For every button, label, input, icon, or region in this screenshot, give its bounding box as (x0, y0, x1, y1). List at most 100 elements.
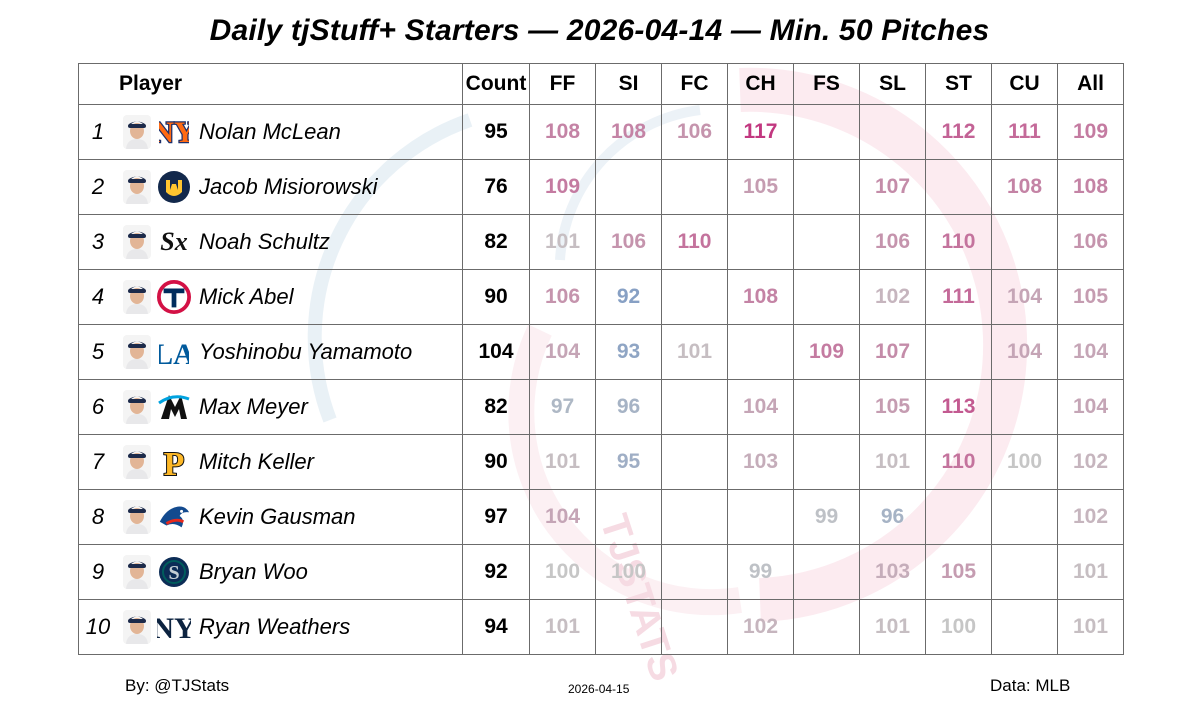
stuff-value-fs (793, 269, 860, 325)
svg-text:LA: LA (159, 338, 189, 370)
rank-number: 9 (91, 559, 105, 584)
footer-date: 2026-04-15 (568, 682, 630, 696)
stuff-value-fc (661, 159, 728, 215)
header-all: All (1057, 63, 1124, 105)
stuff-value-fc (661, 379, 728, 435)
stuff-value-fc (661, 599, 728, 655)
table-body: 1 NY Nolan McLean 95 108 108 106 117 112 111 109 2 J… (78, 104, 1124, 655)
player-cell: 4 Mick Abel (78, 269, 463, 325)
stuff-value-ff: 108 (529, 104, 596, 160)
stuff-value-cu (991, 489, 1058, 545)
pirates-logo: P (157, 443, 191, 481)
rank-number: 10 (85, 614, 111, 639)
player-name: Bryan Woo (199, 559, 308, 584)
yankees-logo: NY (157, 608, 191, 646)
player-name: Jacob Misiorowski (199, 174, 378, 199)
rank-number: 7 (91, 449, 105, 474)
stuff-value-cu (991, 544, 1058, 600)
stuff-value-all: 109 (1057, 104, 1124, 160)
stuff-value-ch (727, 324, 794, 380)
player-cell: 6 Max Meyer (78, 379, 463, 435)
header-ff: FF (529, 63, 596, 105)
pitch-count: 92 (462, 544, 530, 600)
stuff-value-cu: 100 (991, 434, 1058, 490)
player-cell: 5 LA Yoshinobu Yamamoto (78, 324, 463, 380)
stuff-value-si: 108 (595, 104, 662, 160)
stuff-value-st: 112 (925, 104, 992, 160)
stuff-value-si: 100 (595, 544, 662, 600)
player-name: Max Meyer (199, 394, 308, 419)
stuff-value-fc (661, 269, 728, 325)
table-row: 8 Kevin Gausman 97 104 99 96 102 (78, 489, 1124, 545)
mariners-logo: S (157, 553, 191, 591)
stuff-value-cu (991, 599, 1058, 655)
header-sl: SL (859, 63, 926, 105)
stuff-value-si: 106 (595, 214, 662, 270)
player-cell: 3 Sx Noah Schultz (78, 214, 463, 270)
table-row: 9 S Bryan Woo 92 100 100 99 103 105 101 (78, 544, 1124, 600)
header-cu: CU (991, 63, 1058, 105)
player-headshot (123, 225, 151, 259)
stuff-value-fs (793, 159, 860, 215)
stuff-value-st (925, 324, 992, 380)
stuff-value-si (595, 489, 662, 545)
player-headshot (123, 170, 151, 204)
player-cell: 2 Jacob Misiorowski (78, 159, 463, 215)
player-name: Kevin Gausman (199, 504, 356, 529)
player-headshot (123, 335, 151, 369)
chart-title: Daily tjStuff+ Starters — 2026-04-14 — M… (209, 14, 990, 47)
table-row: 2 Jacob Misiorowski 76 109 105 107 108 108 (78, 159, 1124, 215)
stuff-value-ch: 102 (727, 599, 794, 655)
header-player: Player (78, 63, 463, 105)
stuff-value-fc (661, 434, 728, 490)
player-cell: 1 NY Nolan McLean (78, 104, 463, 160)
header-fc: FC (661, 63, 728, 105)
header-si: SI (595, 63, 662, 105)
stuff-value-all: 101 (1057, 599, 1124, 655)
stuff-value-ch: 117 (727, 104, 794, 160)
blue-jays-logo (157, 498, 191, 536)
player-info: 8 Kevin Gausman (79, 490, 462, 544)
stuff-value-st: 100 (925, 599, 992, 655)
stuff-value-si: 92 (595, 269, 662, 325)
player-info: 2 Jacob Misiorowski (79, 160, 462, 214)
stuff-value-fs: 109 (793, 324, 860, 380)
stuff-value-st (925, 159, 992, 215)
stuff-value-all: 105 (1057, 269, 1124, 325)
white-sox-logo: Sx (157, 223, 191, 261)
header-ch: CH (727, 63, 794, 105)
stuff-value-ch (727, 214, 794, 270)
stuff-value-st: 110 (925, 214, 992, 270)
stuff-value-all: 102 (1057, 434, 1124, 490)
player-name: Noah Schultz (199, 229, 330, 254)
stuff-value-all: 104 (1057, 379, 1124, 435)
stuff-value-st: 110 (925, 434, 992, 490)
player-info: 5 LA Yoshinobu Yamamoto (79, 325, 462, 379)
stuff-value-all: 108 (1057, 159, 1124, 215)
stuff-value-si: 95 (595, 434, 662, 490)
stuff-value-cu: 104 (991, 324, 1058, 380)
player-name: Yoshinobu Yamamoto (199, 339, 413, 364)
stuff-value-ch: 103 (727, 434, 794, 490)
stuff-value-cu: 104 (991, 269, 1058, 325)
stuff-value-cu (991, 379, 1058, 435)
player-headshot (123, 500, 151, 534)
footer-source: Data: MLB (990, 676, 1071, 695)
player-info: 6 Max Meyer (79, 380, 462, 434)
stuff-value-ff: 100 (529, 544, 596, 600)
stuff-value-ff: 101 (529, 214, 596, 270)
player-name: Ryan Weathers (199, 614, 351, 639)
player-headshot (123, 115, 151, 149)
stuff-value-si (595, 599, 662, 655)
rank-number: 2 (91, 174, 105, 199)
stuff-value-ff: 97 (529, 379, 596, 435)
stuff-value-fs (793, 214, 860, 270)
header-fs: FS (793, 63, 860, 105)
pitch-count: 82 (462, 379, 530, 435)
pitch-count: 82 (462, 214, 530, 270)
table-row: 6 Max Meyer 82 97 96 104 105 113 104 (78, 379, 1124, 435)
stuff-value-ff: 104 (529, 489, 596, 545)
header-count: Count (462, 63, 530, 105)
player-headshot (123, 610, 151, 644)
player-cell: 10 NY Ryan Weathers (78, 599, 463, 655)
